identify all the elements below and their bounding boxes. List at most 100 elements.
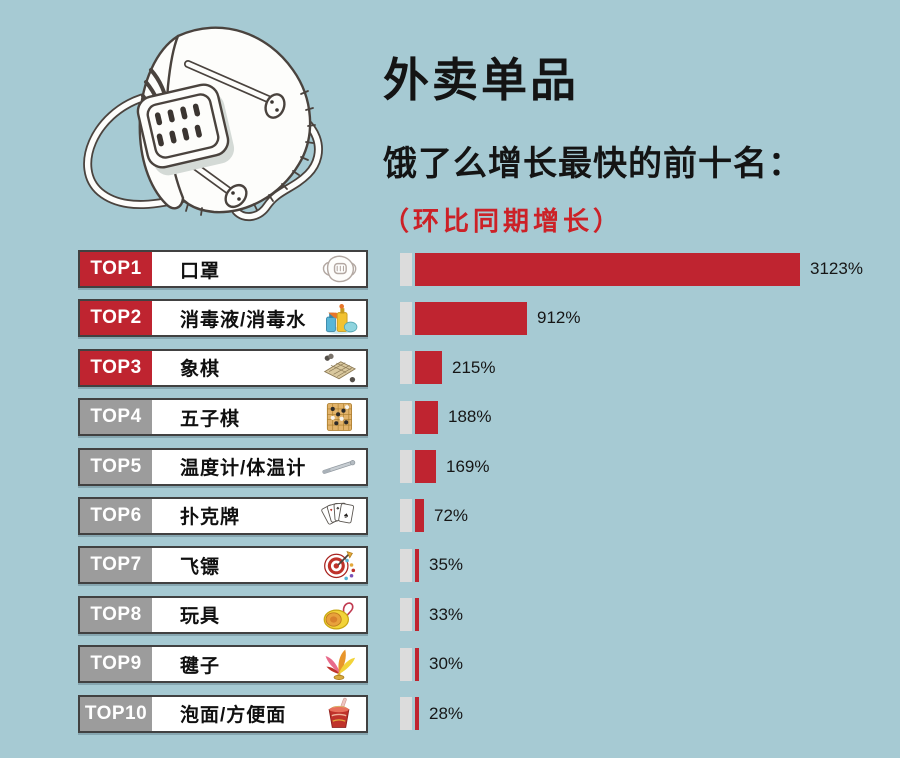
item-card: TOP7 飞镖: [78, 546, 368, 585]
growth-bar: [415, 598, 419, 632]
bar-group: 188%: [400, 398, 491, 436]
item-name: 象棋: [180, 359, 221, 381]
growth-note: （环比同期增长）: [383, 206, 624, 236]
header: 外卖单品 饿了么增长最快的前十名： （环比同期增长）: [383, 44, 803, 238]
bar-base: [400, 400, 412, 434]
disinfectant-icon: [316, 301, 362, 335]
rank-badge: TOP7: [80, 548, 154, 583]
ranking-row: TOP4 五子棋 188%: [78, 398, 863, 437]
bar-base: [400, 450, 412, 484]
item-name: 消毒液/消毒水: [180, 309, 307, 331]
item-name: 玩具: [180, 606, 221, 628]
bar-base: [400, 351, 412, 385]
growth-bar: [415, 647, 419, 681]
bar-group: 35%: [400, 546, 463, 584]
bar-group: 72%: [400, 497, 468, 535]
ranking-row: TOP6 扑克牌 ♠ ♣ ♥ 72%: [78, 496, 863, 535]
item-card: TOP4 五子棋: [78, 398, 368, 437]
rank-badge: TOP2: [80, 301, 154, 336]
growth-value: 912%: [537, 308, 581, 328]
bar-group: 28%: [400, 695, 463, 733]
growth-bar: [415, 697, 419, 731]
thermometer-icon: [316, 450, 362, 484]
growth-bar: [415, 301, 527, 335]
toy-icon: [316, 598, 362, 632]
item-card: TOP2 消毒液/消毒水: [78, 299, 368, 338]
growth-value: 215%: [452, 357, 496, 377]
rank-badge: TOP6: [80, 498, 154, 533]
growth-bar: [415, 252, 800, 286]
growth-value: 3123%: [810, 259, 863, 278]
rank-badge: TOP1: [80, 252, 154, 286]
item-name: 泡面/方便面: [180, 705, 287, 727]
ranking-row: TOP5 温度计/体温计 169%: [78, 447, 863, 486]
bar-base: [400, 697, 412, 731]
svg-text:♣: ♣: [336, 506, 339, 511]
item-card: TOP9 毽子: [78, 645, 368, 684]
growth-value: 169%: [446, 456, 490, 476]
growth-value: 33%: [429, 604, 464, 624]
growth-value: 72%: [434, 505, 469, 525]
growth-value: 35%: [429, 555, 464, 575]
page-subtitle: 饿了么增长最快的前十名：: [383, 145, 803, 183]
bar-group: 169%: [400, 448, 489, 486]
bar-base: [400, 598, 412, 632]
item-name: 口罩: [180, 260, 221, 282]
rank-badge: TOP3: [80, 350, 154, 385]
item-name: 毽子: [180, 655, 221, 677]
item-name: 扑克牌: [180, 507, 241, 529]
item-card: TOP1 口罩: [78, 250, 368, 288]
growth-bar: [415, 351, 442, 385]
growth-bar: [415, 400, 438, 434]
bar-group: 30%: [400, 645, 463, 683]
bar-base: [400, 647, 412, 681]
rank-badge: TOP5: [80, 449, 154, 484]
bar-base: [400, 548, 412, 582]
ranking-row: TOP2 消毒液/消毒水 912%: [78, 299, 863, 338]
ranking-list: TOP1 口罩 3123% TOP2 消毒液/消毒水 912% TOP3 象棋: [78, 250, 863, 744]
rank-badge: TOP10: [80, 696, 154, 731]
item-card: TOP5 温度计/体温计: [78, 447, 368, 486]
item-name: 飞镖: [180, 556, 221, 578]
shuttlecock-icon: [316, 647, 362, 681]
item-card: TOP8 玩具: [78, 595, 368, 634]
svg-text:♥: ♥: [329, 507, 333, 513]
bar-group: 3123%: [400, 250, 863, 288]
growth-bar: [415, 548, 419, 582]
bar-base: [400, 301, 412, 335]
bar-group: 912%: [400, 299, 580, 337]
growth-value: 30%: [429, 654, 464, 674]
growth-value: 188%: [448, 407, 492, 427]
ranking-row: TOP8 玩具 33%: [78, 595, 863, 634]
growth-bar: [415, 499, 424, 533]
ranking-row: TOP3 象棋 215%: [78, 348, 863, 387]
ranking-row: TOP10 泡面/方便面 28%: [78, 694, 863, 733]
ranking-row: TOP1 口罩 3123%: [78, 250, 863, 288]
item-name: 温度计/体温计: [180, 458, 307, 480]
chess-icon: [316, 351, 362, 385]
rank-badge: TOP8: [80, 597, 154, 632]
cards-icon: ♠ ♣ ♥: [316, 499, 362, 533]
rank-badge: TOP9: [80, 647, 154, 682]
bar-group: 215%: [400, 349, 495, 387]
growth-value: 28%: [429, 703, 464, 723]
mask-icon: [316, 252, 362, 286]
page-title: 外卖单品: [383, 54, 579, 106]
darts-icon: [316, 548, 362, 582]
svg-text:♠: ♠: [343, 510, 349, 520]
bar-base: [400, 499, 412, 533]
rank-badge: TOP4: [80, 400, 154, 435]
item-card: TOP3 象棋: [78, 348, 368, 387]
ranking-row: TOP9 毽子 30%: [78, 645, 863, 684]
bar-base: [400, 252, 412, 286]
ranking-row: TOP7 飞镖 35%: [78, 546, 863, 585]
item-card: TOP6 扑克牌 ♠ ♣ ♥: [78, 496, 368, 535]
item-card: TOP10 泡面/方便面: [78, 694, 368, 733]
growth-bar: [415, 450, 436, 484]
item-name: 五子棋: [180, 408, 241, 430]
noodles-icon: [316, 697, 362, 731]
face-mask-illustration: [83, 26, 323, 222]
gomoku-icon: [316, 400, 362, 434]
bar-group: 33%: [400, 596, 463, 634]
